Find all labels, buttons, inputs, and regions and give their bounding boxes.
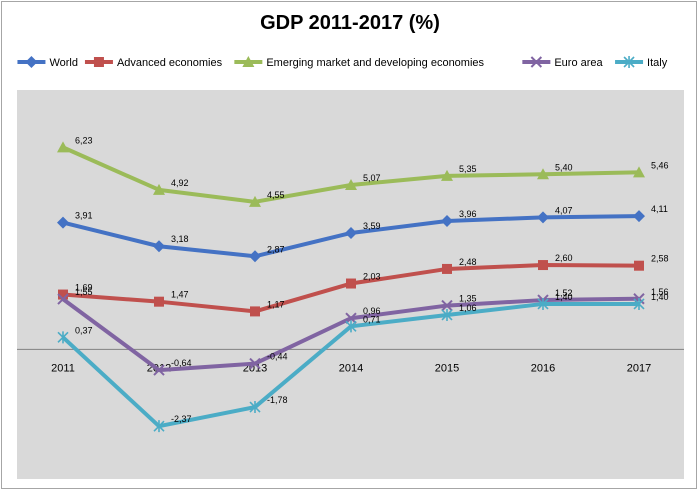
data-label: 2,60 bbox=[555, 253, 573, 263]
data-point bbox=[623, 56, 635, 68]
data-point bbox=[633, 297, 645, 310]
data-point bbox=[249, 357, 261, 370]
data-label: 1,40 bbox=[651, 292, 669, 302]
data-point bbox=[57, 216, 69, 229]
legend-label: Euro area bbox=[554, 57, 603, 69]
data-label: 2,87 bbox=[267, 244, 285, 254]
data-label: 6,23 bbox=[75, 135, 93, 145]
data-point bbox=[634, 260, 644, 271]
data-label: 1,52 bbox=[555, 288, 573, 298]
data-label: 3,59 bbox=[363, 221, 381, 231]
data-point bbox=[57, 331, 69, 344]
data-point bbox=[153, 364, 165, 376]
data-point bbox=[154, 296, 164, 307]
x-tick-label: 2016 bbox=[531, 362, 555, 374]
data-label: 1,17 bbox=[267, 299, 285, 309]
data-point bbox=[633, 210, 645, 223]
data-point bbox=[537, 297, 549, 310]
data-point bbox=[442, 263, 452, 274]
data-label: 3,96 bbox=[459, 209, 477, 219]
data-label: -2,37 bbox=[171, 414, 192, 424]
data-label: 3,18 bbox=[171, 234, 189, 244]
data-label: 4,11 bbox=[651, 204, 668, 214]
data-label: 0,96 bbox=[363, 306, 381, 316]
data-point bbox=[250, 306, 260, 317]
data-label: 4,55 bbox=[267, 190, 285, 200]
data-point bbox=[441, 299, 453, 312]
legend-label: World bbox=[49, 57, 78, 69]
chart-title: GDP 2011-2017 (%) bbox=[260, 12, 440, 34]
data-point bbox=[93, 57, 104, 67]
data-label: 1,47 bbox=[171, 290, 189, 300]
data-point bbox=[441, 169, 453, 181]
x-tick-label: 2011 bbox=[51, 362, 75, 374]
data-label: 2,58 bbox=[651, 254, 669, 264]
data-label: 4,07 bbox=[555, 205, 573, 215]
data-point bbox=[345, 226, 357, 239]
data-label: 1,55 bbox=[75, 287, 93, 297]
data-label: 2,03 bbox=[363, 272, 381, 282]
data-point bbox=[537, 168, 549, 180]
data-point bbox=[57, 293, 69, 305]
data-point bbox=[249, 250, 261, 263]
data-label: 2,48 bbox=[459, 257, 477, 267]
data-point bbox=[57, 141, 69, 153]
data-point bbox=[345, 178, 357, 190]
data-point bbox=[249, 195, 261, 207]
data-label: 1,69 bbox=[75, 283, 93, 293]
data-point bbox=[25, 56, 38, 68]
legend-label: Emerging market and developing economies bbox=[266, 57, 484, 69]
legend-label: Advanced economies bbox=[117, 57, 223, 69]
data-point bbox=[537, 211, 549, 224]
data-point bbox=[441, 308, 453, 321]
data-label: 0,37 bbox=[75, 325, 93, 335]
x-tick-label: 2015 bbox=[435, 362, 459, 374]
data-label: 1,40 bbox=[555, 292, 573, 302]
data-label: -1,78 bbox=[267, 395, 288, 405]
data-point bbox=[345, 312, 357, 324]
data-label: -0,64 bbox=[171, 358, 192, 368]
data-point bbox=[345, 320, 357, 333]
data-point bbox=[530, 56, 543, 68]
data-label: 1,35 bbox=[459, 294, 477, 304]
data-point bbox=[346, 278, 356, 289]
data-label: 1,06 bbox=[459, 303, 477, 313]
data-point bbox=[441, 214, 453, 227]
x-tick-label: 2017 bbox=[627, 362, 651, 374]
data-point bbox=[633, 166, 645, 178]
data-label: -0,44 bbox=[267, 352, 288, 362]
x-tick-label: 2014 bbox=[339, 362, 363, 374]
data-point bbox=[538, 260, 548, 271]
data-point bbox=[153, 420, 165, 433]
data-label: 1,56 bbox=[651, 287, 669, 297]
data-point bbox=[153, 240, 165, 253]
data-label: 3,91 bbox=[75, 211, 93, 221]
data-point bbox=[242, 56, 255, 67]
data-point bbox=[249, 401, 261, 414]
data-point bbox=[58, 289, 68, 300]
data-label: 5,35 bbox=[459, 164, 477, 174]
legend-label: Italy bbox=[647, 57, 668, 69]
data-label: 5,46 bbox=[651, 160, 669, 170]
data-label: 5,40 bbox=[555, 162, 573, 172]
data-label: 0,71 bbox=[363, 314, 381, 324]
data-label: 5,07 bbox=[363, 173, 381, 183]
data-label: 4,92 bbox=[171, 178, 189, 188]
data-point bbox=[153, 183, 165, 195]
